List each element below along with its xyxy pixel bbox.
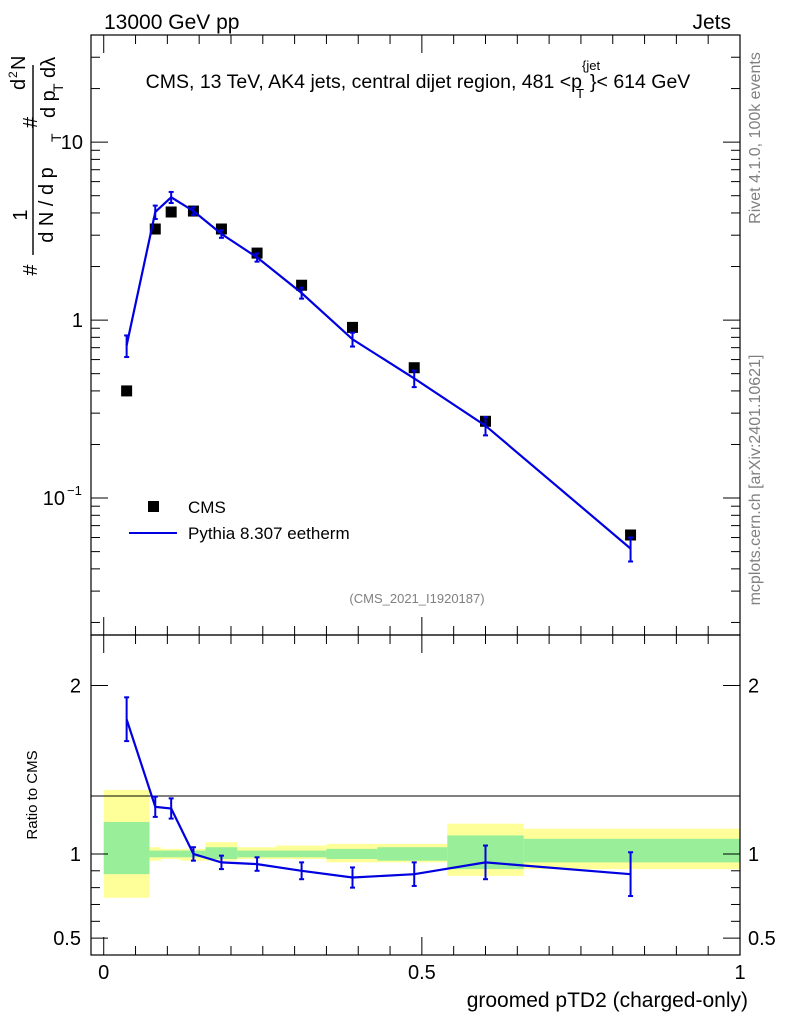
pythia-line [125,195,632,550]
ratio-band-green [160,850,181,858]
rivet-version-label: Rivet 4.1.0, 100k events [747,52,764,224]
ylabel-sub-t-1: T [48,133,64,142]
cms-data-point [149,223,161,235]
cms-data-point [408,362,420,374]
ratio-y-tick-label-right: 0.5 [748,928,776,950]
ylabel-dp-den: d p [38,90,60,118]
main-y-tick-label: 1 [72,310,83,332]
ratio-y-axis-label: Ratio to CMS [24,750,41,839]
ratio-y-tick-label-right: 2 [748,676,759,698]
ratio-uncertainty-bands [103,789,740,898]
x-tick-label: 1 [734,962,745,984]
cms-data-point [625,529,637,541]
legend-cms-label: CMS [188,498,226,517]
ratio-series [124,696,634,898]
main-y-tick-label-base: 10 [43,488,65,510]
ratio-band-green [237,850,276,858]
main-y-axis-label: # 1 d N / d p T # d 2 N d p T dλ [6,56,66,276]
ylabel-hash-2: # [20,116,42,128]
ylabel-sup-2: 2 [6,71,20,78]
legend: CMS Pythia 8.307 eetherm [129,498,350,543]
main-y-tick-label-exponent: −1 [67,483,82,498]
ratio-band-green [103,821,150,875]
ylabel-denominator-1: d N / d p [36,167,58,243]
cms-data-point [296,279,308,291]
ratio-band-green [149,850,161,858]
beam-label: 13000 GeV pp [104,11,239,34]
x-tick-label: 0.5 [408,962,436,984]
ratio-plot-frame [90,634,741,956]
main-series [121,190,637,563]
main-y-tick-label: 10 [61,132,83,154]
ylabel-sub-t-2: T [50,83,66,92]
legend-cms-marker [148,501,159,512]
ratio-y-tick-label-left: 2 [70,676,81,698]
legend-pythia-label: Pythia 8.307 eetherm [188,524,350,543]
cms-data-point [347,321,359,333]
plot-title-main: CMS, 13 TeV, AK4 jets, central dijet reg… [146,71,582,93]
ylabel-d-num: d [8,79,30,90]
ylabel-dlambda: dλ [38,57,60,78]
ratio-band-green [275,850,327,858]
plot-title: CMS, 13 TeV, AK4 jets, central dijet reg… [146,58,691,101]
ratio-band-green [523,838,740,863]
category-label: Jets [692,11,731,34]
ratio-y-tick-label-right: 1 [748,844,759,866]
cms-data-point [121,385,133,397]
plot-title-sup: {jet [582,58,600,73]
ylabel-n-num: N [8,56,30,70]
mcplots-label: mcplots.cern.ch [arXiv:2401.10621] [747,355,764,606]
ratio-band-green [205,847,238,859]
analysis-id: (CMS_2021_I1920187) [349,591,484,606]
ratio-panel: 0.5 0.51 12 20 0.5 1 Ratio to CMS groomed pTD… [24,634,776,1012]
plot-title-sub: T [576,86,584,101]
ratio-band-green [377,847,448,861]
ylabel-numerator-1: 1 [10,209,32,220]
ylabel-hash-1: # [20,264,42,276]
x-tick-label: 0 [98,962,109,984]
ratio-y-tick-label-left: 1 [70,844,81,866]
cms-data-point [165,206,177,218]
cms-data-point [215,223,227,235]
plot-title-end: }< 614 GeV [590,71,690,93]
ratio-y-tick-label-left: 0.5 [53,928,81,950]
ratio-band-green [326,848,378,859]
main-plot-frame [90,34,741,636]
ratio-axis-ticks: 0.5 0.51 12 20 0.5 1 [53,635,776,984]
x-axis-label: groomed pTD2 (charged-only) [467,989,748,1012]
